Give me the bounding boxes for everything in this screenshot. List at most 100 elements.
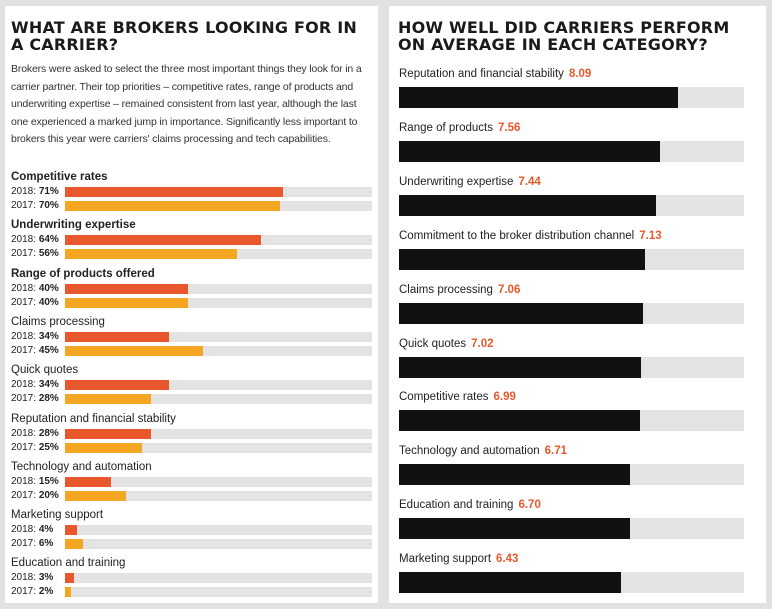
priority-value-label: 40% bbox=[38, 296, 59, 308]
year-label: 2017: bbox=[11, 586, 39, 598]
broker-priorities-panel: WHAT ARE BROKERS LOOKING FOR IN A CARRIE… bbox=[5, 6, 378, 603]
priority-year-text: 2018: 4% bbox=[11, 524, 53, 536]
performance-bar bbox=[399, 356, 642, 378]
priority-year-row: 2018: 71% bbox=[11, 186, 372, 198]
priority-value-label: 70% bbox=[38, 200, 59, 211]
priority-bar-2018 bbox=[65, 283, 188, 294]
performance-score-label: 7.02 bbox=[471, 337, 494, 350]
priority-year-row: 2018: 3% bbox=[11, 572, 372, 584]
priority-bar-2018 bbox=[65, 476, 112, 487]
priority-category-label: Claims processing bbox=[11, 315, 105, 328]
priority-category-label: Reputation and financial stability bbox=[11, 412, 176, 425]
year-label: 2018: bbox=[11, 330, 39, 342]
priority-value-label: 20% bbox=[38, 489, 59, 501]
performance-bar-track bbox=[399, 410, 744, 432]
priority-year-text: 2017: 70% bbox=[11, 200, 59, 212]
performance-bar-track bbox=[399, 194, 744, 216]
priority-value-label: 4% bbox=[38, 524, 54, 536]
priority-category-label: Competitive rates bbox=[11, 171, 108, 183]
performance-bar-track bbox=[399, 572, 744, 594]
performance-score-label: 6.71 bbox=[544, 445, 568, 458]
priority-year-text: 2018: 40% bbox=[11, 283, 59, 295]
priority-bar-2017 bbox=[65, 345, 204, 356]
priority-bar-2018 bbox=[65, 573, 75, 584]
year-label: 2018: bbox=[11, 234, 39, 246]
performance-category-name: Range of products bbox=[399, 121, 493, 134]
priority-bar-track bbox=[65, 476, 372, 487]
priority-bar-track bbox=[65, 249, 372, 260]
year-label: 2017: bbox=[11, 296, 39, 308]
priority-bar-2017 bbox=[65, 587, 72, 598]
performance-bar-track bbox=[399, 356, 744, 378]
carrier-performance-panel: HOW WELL DID CARRIERS PERFORM ON AVERAGE… bbox=[389, 6, 766, 603]
priority-bar-2017 bbox=[65, 394, 151, 405]
year-label: 2017: bbox=[11, 344, 39, 356]
performance-category-name: Claims processing bbox=[399, 283, 493, 296]
priority-value-label: 45% bbox=[38, 344, 59, 356]
year-label: 2018: bbox=[11, 524, 39, 536]
performance-category-label: Underwriting expertise 7.44 bbox=[399, 176, 541, 188]
priority-bar-2018 bbox=[65, 235, 262, 246]
performance-score-label: 7.44 bbox=[518, 175, 541, 188]
priority-value-label: 34% bbox=[38, 330, 59, 342]
priority-value-label: 25% bbox=[38, 441, 59, 453]
performance-category-label: Reputation and financial stability 8.09 bbox=[399, 68, 591, 80]
performance-category-label: Technology and automation 6.71 bbox=[399, 445, 567, 457]
performance-category-name: Technology and automation bbox=[399, 445, 540, 458]
priority-year-row: 2017: 45% bbox=[11, 344, 372, 357]
year-label: 2018: bbox=[11, 186, 39, 197]
priority-year-row: 2017: 20% bbox=[11, 489, 372, 502]
year-label: 2018: bbox=[11, 427, 39, 439]
priority-year-text: 2017: 28% bbox=[11, 393, 59, 405]
carrier-performance-title: HOW WELL DID CARRIERS PERFORM ON AVERAGE… bbox=[398, 18, 730, 54]
performance-category-label: Claims processing 7.06 bbox=[399, 284, 520, 296]
performance-category-name: Quick quotes bbox=[399, 337, 467, 350]
priority-year-row: 2018: 64% bbox=[11, 234, 372, 246]
performance-bar bbox=[399, 572, 621, 594]
priority-year-text: 2017: 25% bbox=[11, 442, 59, 454]
priority-bar-track bbox=[65, 587, 372, 598]
priority-bar-2018 bbox=[65, 331, 170, 342]
priority-value-label: 15% bbox=[38, 475, 59, 487]
priority-bar-2017 bbox=[65, 539, 84, 550]
performance-bar bbox=[399, 194, 656, 216]
priority-year-row: 2017: 56% bbox=[11, 248, 372, 260]
priority-bar-2017 bbox=[65, 442, 142, 453]
intro-paragraph: Brokers were asked to select the three m… bbox=[11, 63, 362, 145]
priority-bar-track bbox=[65, 331, 372, 342]
priority-year-text: 2017: 56% bbox=[11, 248, 59, 260]
priority-year-row: 2017: 40% bbox=[11, 297, 372, 309]
performance-category-name: Competitive rates bbox=[399, 391, 489, 404]
performance-category-label: Competitive rates 6.99 bbox=[399, 391, 516, 403]
priority-year-row: 2018: 28% bbox=[11, 427, 372, 440]
priority-bar-2017 bbox=[65, 297, 188, 308]
priority-year-row: 2018: 15% bbox=[11, 475, 372, 488]
priority-year-text: 2017: 40% bbox=[11, 297, 59, 309]
priority-bar-2018 bbox=[65, 187, 283, 197]
performance-bar-track bbox=[399, 518, 744, 540]
priority-bar-2017 bbox=[65, 201, 280, 211]
performance-bar bbox=[399, 302, 643, 324]
performance-category-name: Underwriting expertise bbox=[399, 175, 514, 188]
priority-bar-track bbox=[65, 525, 372, 536]
performance-category-name: Reputation and financial stability bbox=[399, 68, 564, 80]
priority-year-row: 2017: 25% bbox=[11, 442, 372, 454]
priority-bar-track bbox=[65, 297, 372, 308]
priority-category-label: Quick quotes bbox=[11, 364, 79, 377]
priority-year-row: 2018: 34% bbox=[11, 379, 372, 391]
priority-bar-track bbox=[65, 539, 372, 550]
priority-bar-track bbox=[65, 201, 372, 211]
priority-value-label: 2% bbox=[38, 586, 54, 598]
performance-bar bbox=[399, 518, 631, 540]
priority-category-label: Technology and automation bbox=[11, 460, 152, 473]
performance-bar bbox=[399, 140, 660, 162]
priority-value-label: 56% bbox=[38, 248, 59, 260]
year-label: 2017: bbox=[11, 441, 39, 453]
priority-value-label: 40% bbox=[38, 282, 59, 294]
priority-bar-track bbox=[65, 380, 372, 391]
performance-bar bbox=[399, 87, 679, 108]
priority-bar-track bbox=[65, 573, 372, 584]
performance-category-label: Range of products 7.56 bbox=[399, 122, 520, 134]
performance-score-label: 6.99 bbox=[493, 391, 516, 404]
performance-bar bbox=[399, 464, 631, 486]
